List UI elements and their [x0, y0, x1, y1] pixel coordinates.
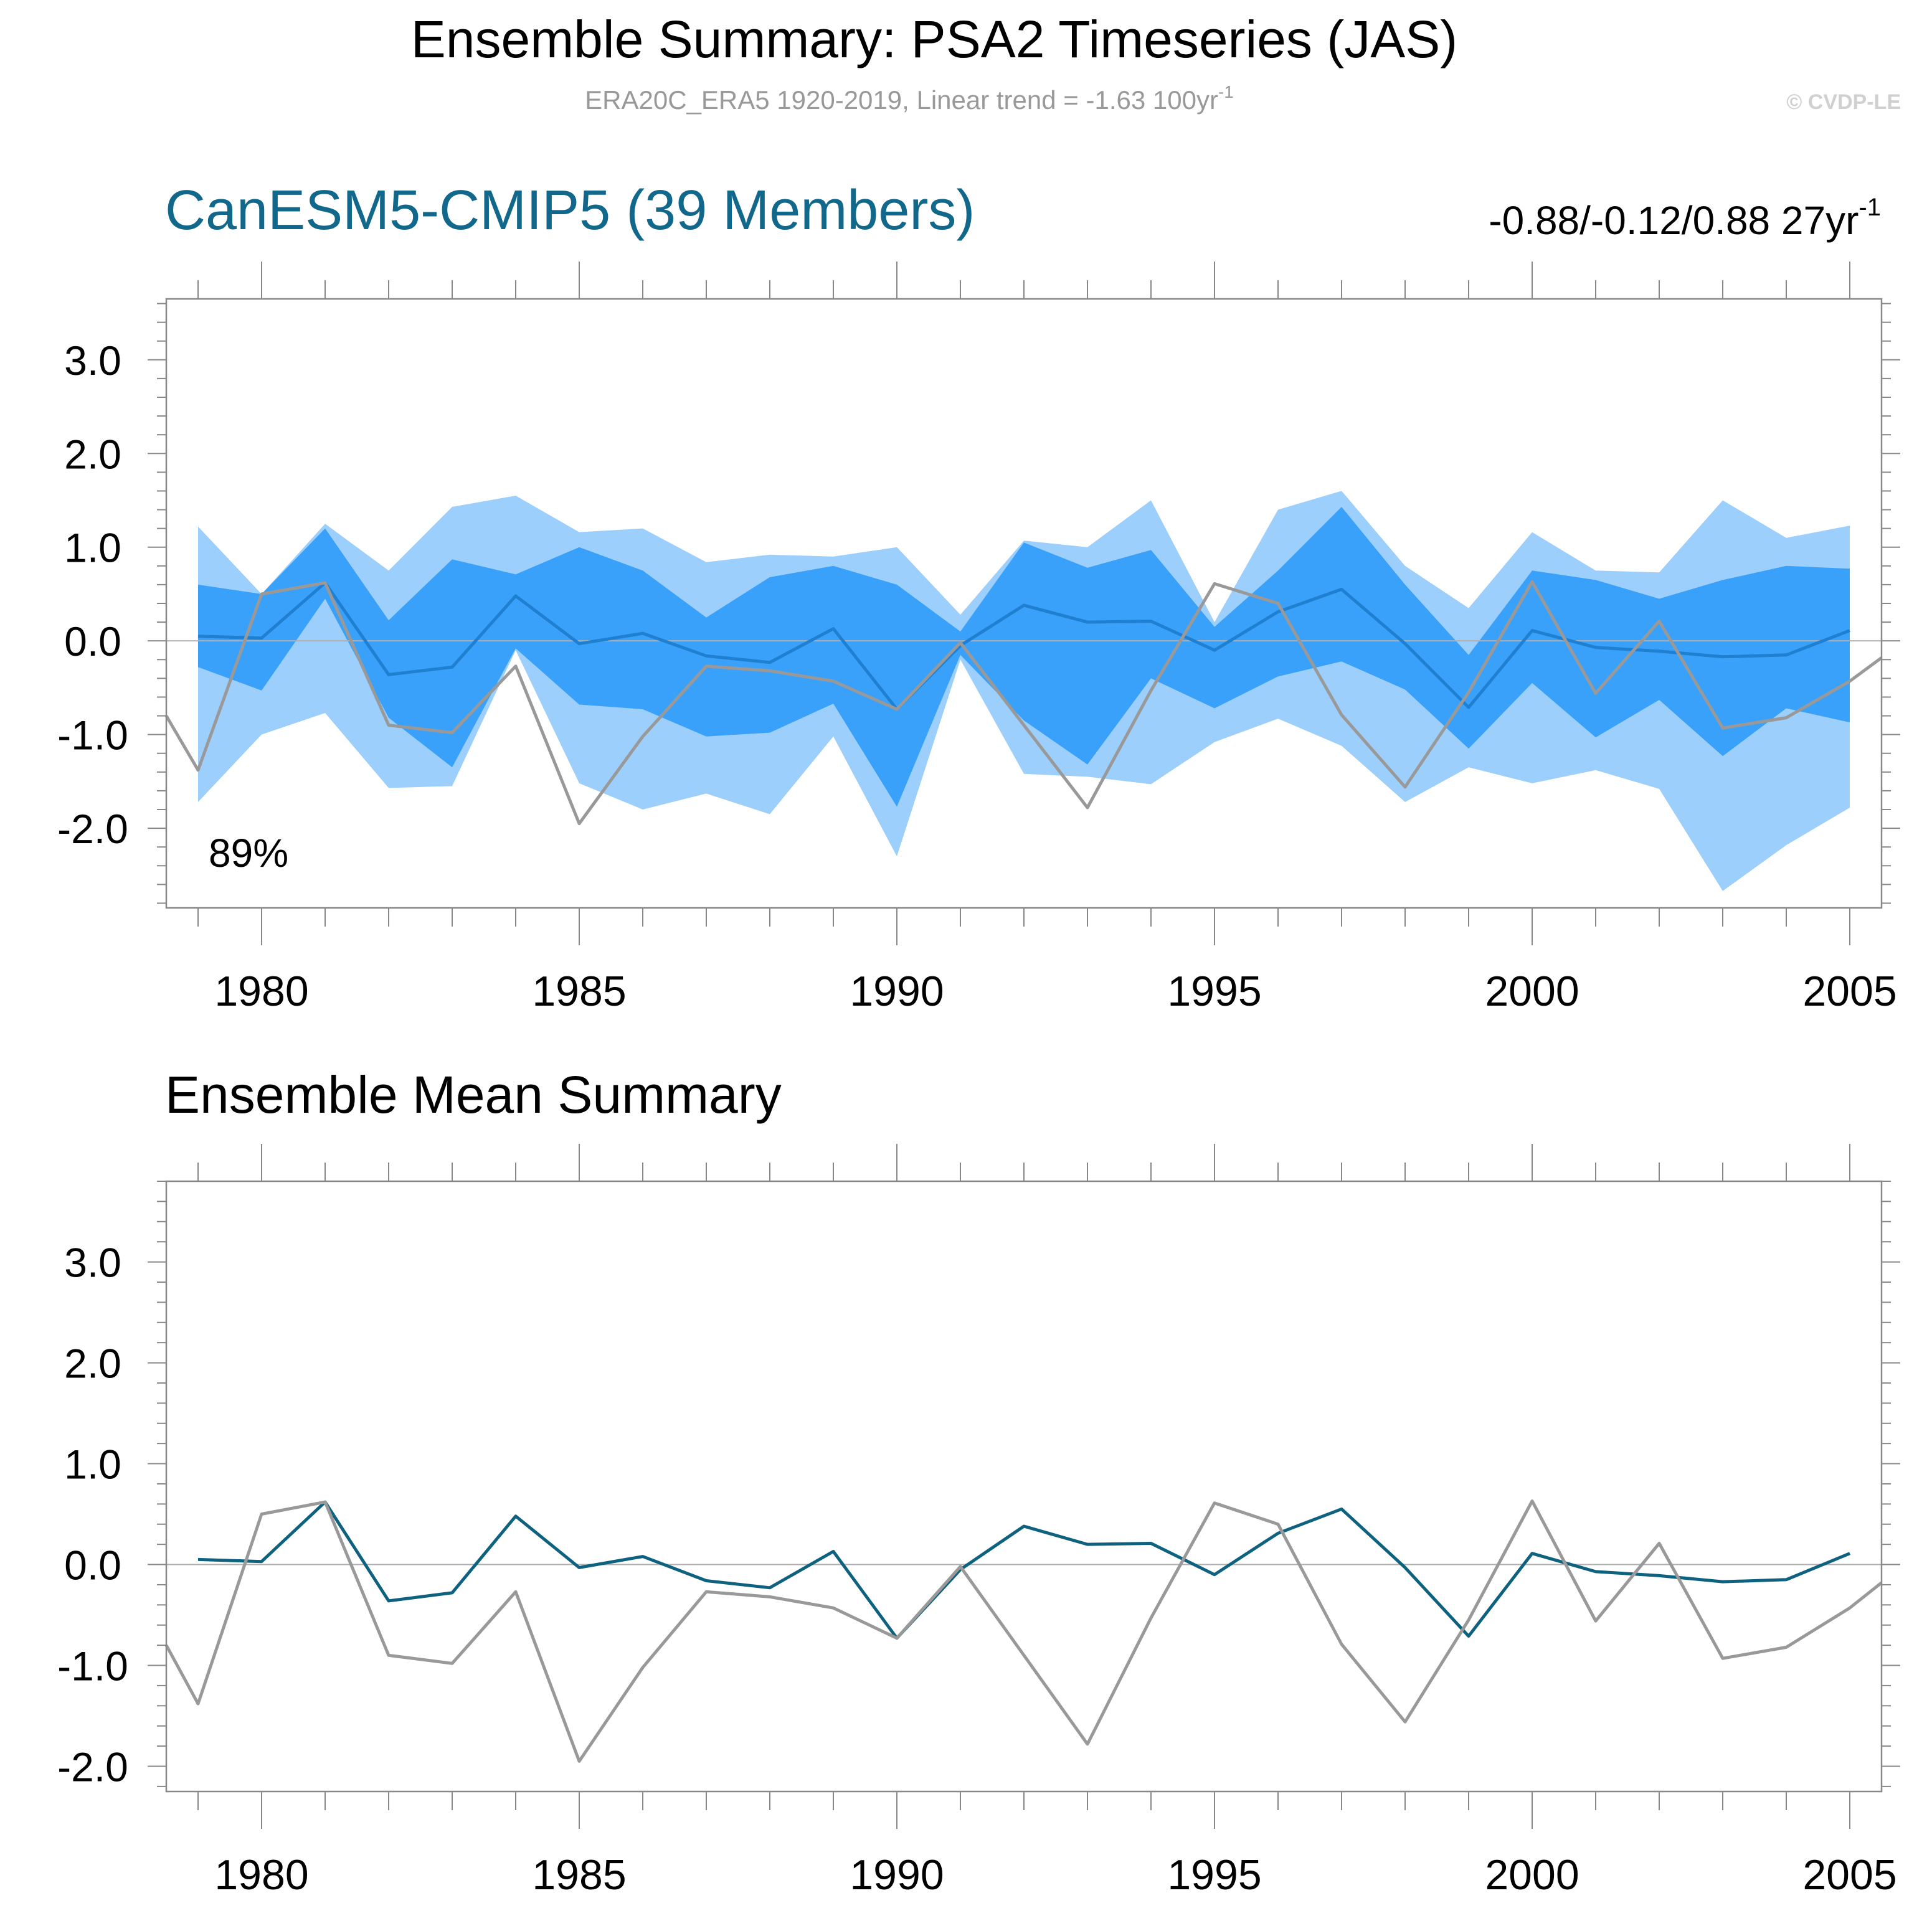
figure-subtitle-main: ERA20C_ERA5 1920-2019, Linear trend = -1… [585, 85, 1218, 115]
x-tick-label: 1990 [850, 1851, 944, 1899]
x-tick-label: 2005 [1802, 968, 1896, 1015]
figure-subtitle: ERA20C_ERA5 1920-2019, Linear trend = -1… [585, 82, 1234, 115]
trend-stats-sup: -1 [1859, 194, 1881, 221]
y-tick-label: 1.0 [64, 525, 121, 571]
spread-band-inner [198, 507, 1850, 807]
trend-stats-main: -0.88/-0.12/0.88 27yr [1489, 198, 1859, 243]
ensemble-mean-line [197, 581, 1850, 711]
plot-frame [165, 1180, 1883, 1793]
y-tick-label: -2.0 [57, 806, 128, 852]
ensemble-mean-panel: -2.0 -1.0 0.0 1.0 2.0 3.0 1980 1985 1990 1995 2000… [57, 1065, 1900, 1899]
x-tick-label: 1990 [850, 968, 944, 1015]
y-tick-label: 1.0 [64, 1442, 121, 1488]
y-tick-label: -2.0 [57, 1744, 128, 1790]
y-axis: -2.0 -1.0 0.0 1.0 2.0 3.0 [57, 1181, 1900, 1790]
figure-title: Ensemble Summary: PSA2 Timeseries (JAS) [411, 10, 1458, 68]
y-tick-label: -1.0 [57, 712, 128, 758]
y-tick-label: 0.0 [64, 1542, 121, 1588]
plot-area [164, 491, 1883, 891]
y-tick-label: 2.0 [64, 1341, 121, 1387]
model-title: CanESM5-CMIP5 (39 Members) [165, 179, 975, 242]
percent-annotation: 89% [209, 831, 288, 876]
x-axis: 1980 1985 1990 1995 2000 2005 [197, 1144, 1897, 1899]
y-tick-label: -1.0 [57, 1643, 128, 1689]
figure-subtitle-sup: -1 [1218, 82, 1234, 101]
y-tick-label: 2.0 [64, 431, 121, 477]
y-axis: -2.0 -1.0 0.0 1.0 2.0 3.0 [57, 303, 1900, 904]
copyright-label: © CVDP-LE [1786, 90, 1901, 114]
y-tick-label: 3.0 [64, 338, 121, 384]
x-tick-label: 2005 [1802, 1851, 1896, 1899]
x-tick-label: 1980 [214, 1851, 308, 1899]
ensemble-summary-panel: -0.88/-0.12/0.88 27yr-1 -2.0 -1.0 0.0 1.0 2.… [57, 179, 1900, 1015]
trend-stats: -0.88/-0.12/0.88 27yr-1 [1489, 194, 1881, 243]
ensemble-mean-line [197, 1500, 1850, 1640]
y-tick-label: 0.0 [64, 618, 121, 664]
x-tick-label: 2000 [1485, 1851, 1579, 1899]
x-tick-label: 2000 [1485, 968, 1579, 1015]
plot-area [164, 1499, 1883, 1763]
x-tick-label: 1985 [532, 1851, 626, 1899]
observed-line [164, 1499, 1883, 1763]
x-tick-label: 1980 [214, 968, 308, 1015]
x-tick-label: 1985 [532, 968, 626, 1015]
y-tick-label: 3.0 [64, 1240, 121, 1286]
ensemble-mean-title: Ensemble Mean Summary [165, 1065, 782, 1124]
x-axis: 1980 1985 1990 1995 2000 2005 [197, 262, 1897, 1015]
observed-line [164, 580, 1883, 826]
x-tick-label: 1995 [1167, 968, 1261, 1015]
x-tick-label: 1995 [1167, 1851, 1261, 1899]
